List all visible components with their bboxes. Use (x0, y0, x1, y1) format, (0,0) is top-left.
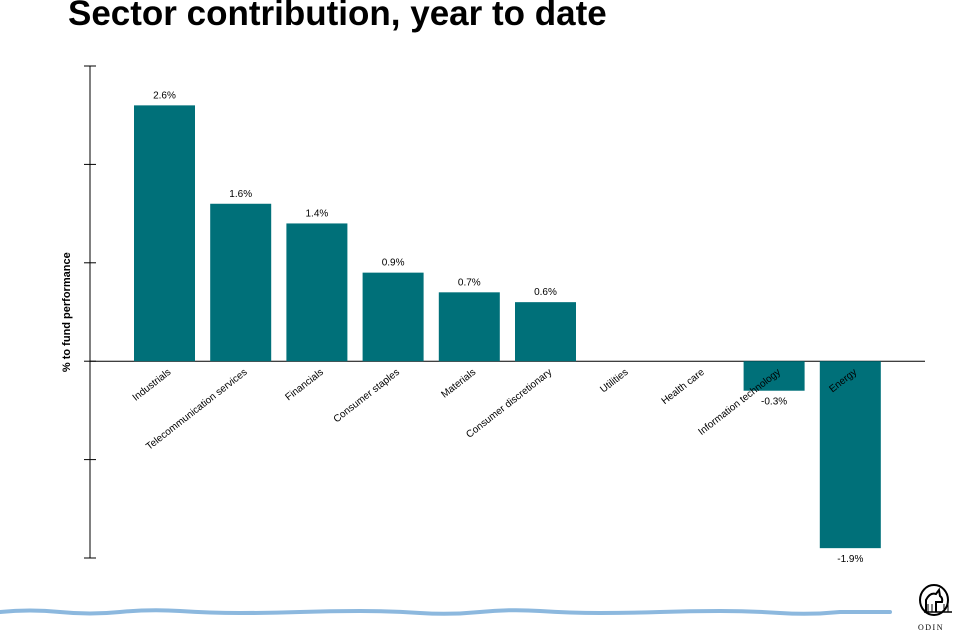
bar-consumer-staples (362, 272, 424, 362)
data-label: 0.7% (458, 277, 481, 288)
odin-logo: ODIN (912, 582, 956, 637)
bar-information-technology (743, 361, 805, 391)
data-label: -0.3% (761, 397, 787, 408)
category-label: Consumer staples (332, 367, 402, 425)
data-label: -1.9% (837, 554, 863, 565)
bar-chart: % to fund performance 2.6% Industrials 1.6%… (61, 65, 925, 565)
chart-title: Sector contribution, year to date (68, 0, 607, 33)
category-label: Health care (660, 367, 707, 407)
bar-energy (819, 361, 881, 549)
bar-materials (438, 292, 500, 362)
data-label: 2.6% (153, 90, 176, 101)
footer-wave-line (0, 608, 892, 616)
category-label: Consumer discretionary (464, 367, 554, 441)
data-label: 1.6% (229, 189, 252, 200)
data-label: 1.4% (306, 208, 329, 219)
category-label: Utilities (598, 367, 630, 396)
bar-industrials (134, 105, 195, 362)
bar-telecommunication-services (210, 203, 272, 362)
category-label: Financials (283, 367, 325, 403)
data-label: 0.9% (382, 258, 405, 269)
bar-financials (286, 223, 348, 362)
category-label: Materials (439, 367, 478, 401)
logo-text: ODIN (918, 623, 944, 632)
bar-consumer-discretionary (515, 302, 576, 362)
y-axis-label: % to fund performance (61, 252, 73, 372)
category-label: Industrials (131, 367, 174, 404)
data-label: 0.6% (534, 287, 557, 298)
